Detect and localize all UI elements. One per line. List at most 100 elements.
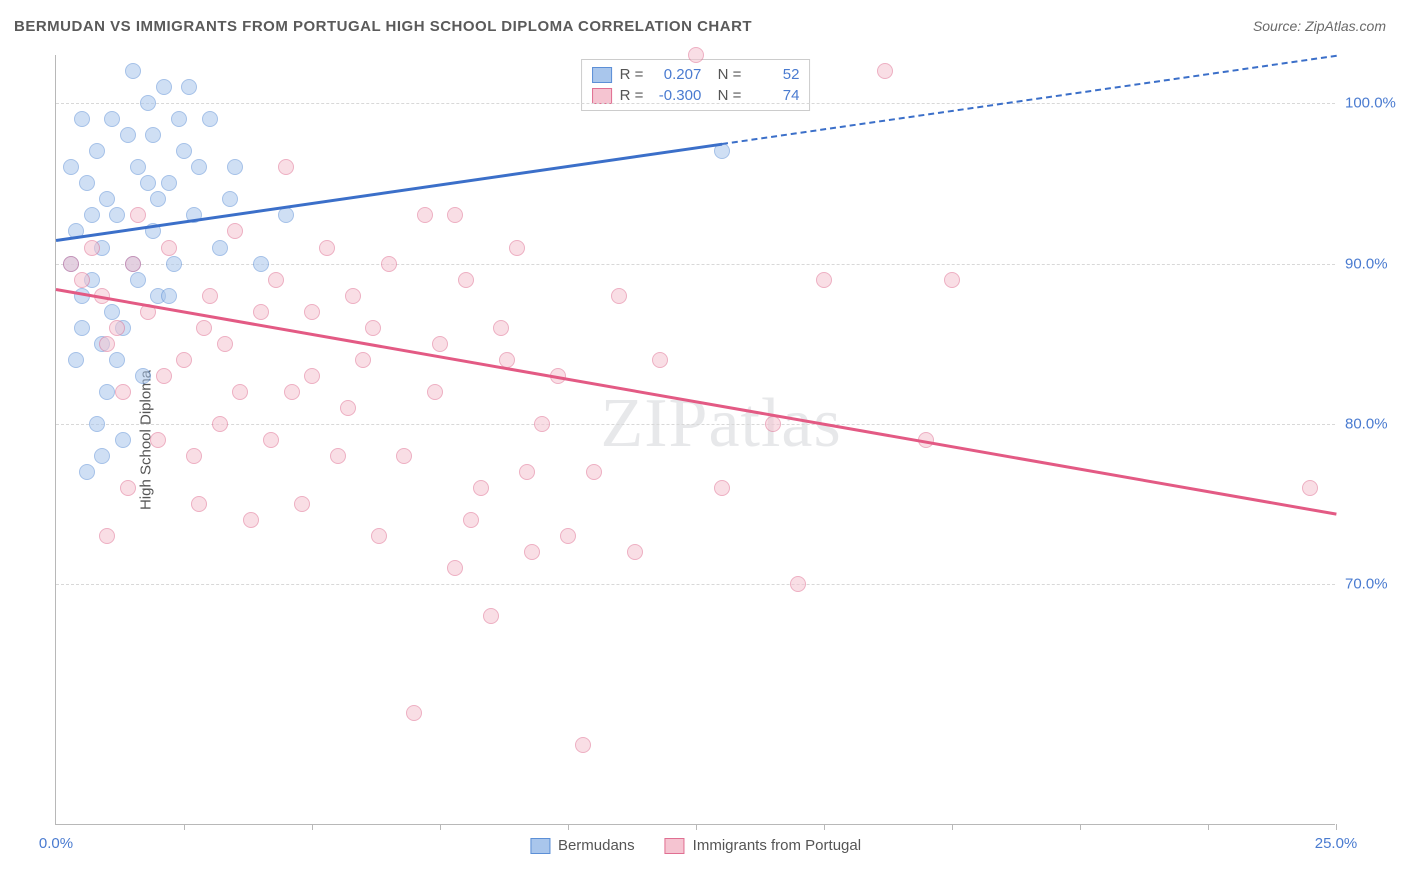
data-point — [340, 400, 356, 416]
data-point — [120, 480, 136, 496]
data-point — [196, 320, 212, 336]
data-point — [417, 207, 433, 223]
y-tick-label: 70.0% — [1345, 576, 1405, 593]
data-point — [714, 480, 730, 496]
data-point — [74, 320, 90, 336]
data-point — [509, 240, 525, 256]
data-point — [109, 207, 125, 223]
data-point — [156, 79, 172, 95]
gridline — [56, 424, 1335, 425]
data-point — [432, 336, 448, 352]
legend-label: Bermudans — [558, 837, 635, 854]
data-point — [74, 111, 90, 127]
swatch-blue — [592, 67, 612, 83]
data-point — [473, 480, 489, 496]
data-point — [253, 256, 269, 272]
data-point — [181, 79, 197, 95]
y-tick-label: 100.0% — [1345, 95, 1405, 112]
data-point — [89, 416, 105, 432]
data-point — [186, 448, 202, 464]
data-point — [381, 256, 397, 272]
x-tick-mark — [568, 824, 569, 830]
data-point — [166, 256, 182, 272]
data-point — [176, 143, 192, 159]
data-point — [278, 159, 294, 175]
data-point — [191, 159, 207, 175]
data-point — [140, 95, 156, 111]
data-point — [202, 288, 218, 304]
data-point — [212, 416, 228, 432]
chart-title: BERMUDAN VS IMMIGRANTS FROM PORTUGAL HIG… — [14, 18, 752, 35]
data-point — [458, 272, 474, 288]
data-point — [483, 608, 499, 624]
data-point — [79, 464, 95, 480]
data-point — [1302, 480, 1318, 496]
data-point — [68, 352, 84, 368]
data-point — [371, 528, 387, 544]
data-point — [304, 304, 320, 320]
data-point — [765, 416, 781, 432]
data-point — [104, 304, 120, 320]
scatter-chart: High School Diploma ZIPatlas R = 0.207 N… — [55, 55, 1335, 825]
data-point — [790, 576, 806, 592]
y-tick-label: 90.0% — [1345, 255, 1405, 272]
data-point — [89, 143, 105, 159]
data-point — [145, 127, 161, 143]
swatch-pink — [592, 88, 612, 104]
data-point — [125, 256, 141, 272]
data-point — [816, 272, 832, 288]
x-tick-mark — [1080, 824, 1081, 830]
data-point — [575, 737, 591, 753]
legend-label: Immigrants from Portugal — [693, 837, 861, 854]
gridline — [56, 584, 1335, 585]
x-tick-mark — [184, 824, 185, 830]
data-point — [493, 320, 509, 336]
x-tick-label: 0.0% — [39, 835, 73, 852]
data-point — [74, 272, 90, 288]
data-point — [611, 288, 627, 304]
trendline — [56, 288, 1336, 515]
data-point — [524, 544, 540, 560]
data-point — [63, 159, 79, 175]
data-point — [688, 47, 704, 63]
stats-n-label: N = — [709, 87, 741, 104]
trendline — [721, 55, 1336, 145]
data-point — [202, 111, 218, 127]
data-point — [63, 256, 79, 272]
data-point — [365, 320, 381, 336]
data-point — [263, 432, 279, 448]
data-point — [84, 207, 100, 223]
data-point — [627, 544, 643, 560]
swatch-pink — [665, 838, 685, 854]
data-point — [115, 432, 131, 448]
data-point — [99, 528, 115, 544]
data-point — [156, 368, 172, 384]
gridline — [56, 264, 1335, 265]
legend-item: Bermudans — [530, 837, 635, 854]
data-point — [150, 432, 166, 448]
stats-row: R = 0.207 N = 52 — [592, 64, 800, 85]
data-point — [130, 159, 146, 175]
data-point — [560, 528, 576, 544]
data-point — [243, 512, 259, 528]
stats-r-label: R = — [620, 66, 644, 83]
data-point — [447, 560, 463, 576]
data-point — [330, 448, 346, 464]
data-point — [944, 272, 960, 288]
stats-r-label: R = — [620, 87, 644, 104]
data-point — [253, 304, 269, 320]
data-point — [140, 175, 156, 191]
stats-n-value: 52 — [749, 66, 799, 83]
data-point — [345, 288, 361, 304]
data-point — [171, 111, 187, 127]
y-tick-label: 80.0% — [1345, 415, 1405, 432]
data-point — [319, 240, 335, 256]
data-point — [99, 191, 115, 207]
data-point — [519, 464, 535, 480]
data-point — [586, 464, 602, 480]
x-tick-mark — [1208, 824, 1209, 830]
data-point — [84, 240, 100, 256]
data-point — [217, 336, 233, 352]
data-point — [94, 448, 110, 464]
data-point — [161, 240, 177, 256]
